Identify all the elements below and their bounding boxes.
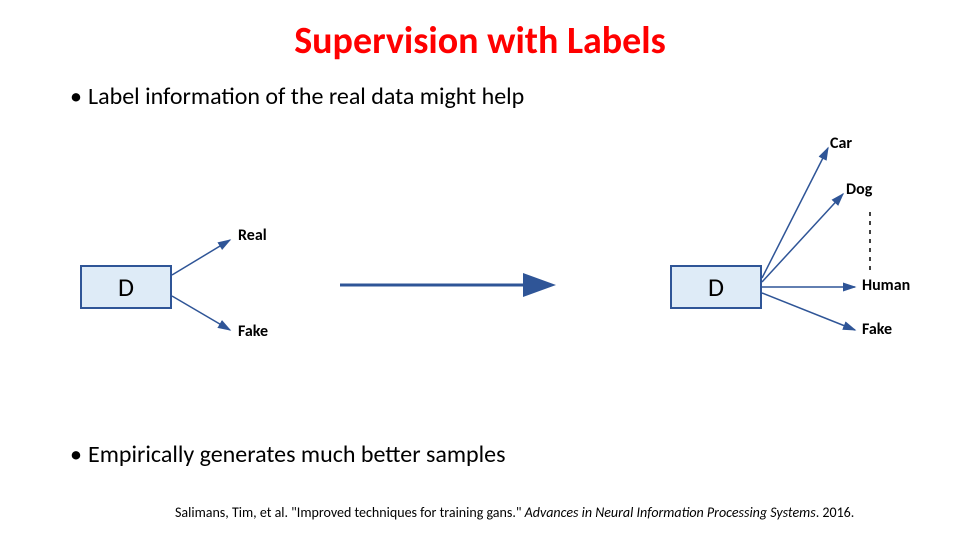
citation: Salimans, Tim, et al. "Improved techniqu…: [175, 504, 854, 521]
left-discriminator-box: D: [80, 265, 172, 309]
bullet-1: •Label information of the real data migh…: [70, 82, 524, 111]
label-dog: Dog: [846, 180, 872, 199]
bullet-1-text: Label information of the real data might…: [88, 82, 524, 111]
left-discriminator-label: D: [118, 271, 134, 303]
label-fake-left: Fake: [238, 322, 268, 341]
citation-suffix: . 2016.: [816, 504, 855, 521]
arrow-right-fake: [762, 293, 855, 330]
arrow-left-fake: [172, 296, 230, 330]
label-car: Car: [830, 134, 852, 153]
arrow-left-real: [172, 240, 230, 275]
label-fake-right: Fake: [862, 320, 892, 339]
label-human: Human: [862, 276, 910, 295]
slide: Supervision with Labels •Label informati…: [0, 0, 960, 540]
label-real: Real: [238, 226, 267, 245]
bullet-2-text: Empirically generates much better sample…: [88, 440, 506, 469]
bullet-dot-icon: •: [70, 82, 88, 111]
right-discriminator-box: D: [670, 265, 762, 309]
citation-venue: Advances in Neural Information Processin…: [525, 504, 816, 521]
arrow-right-dog: [762, 194, 843, 282]
right-discriminator-label: D: [708, 271, 724, 303]
arrow-right-car: [762, 148, 828, 278]
bullet-dot-icon: •: [70, 440, 88, 469]
bullet-2: •Empirically generates much better sampl…: [70, 440, 506, 469]
slide-title: Supervision with Labels: [0, 18, 960, 64]
citation-prefix: Salimans, Tim, et al. "Improved techniqu…: [175, 504, 525, 521]
